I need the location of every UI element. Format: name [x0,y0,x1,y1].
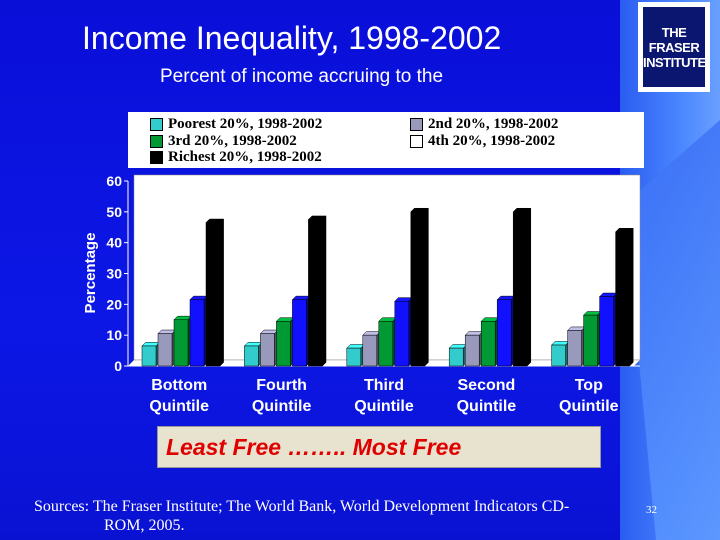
legend-swatch-3rd [150,135,163,148]
slide-subtitle: Percent of income accruing to the [160,66,444,87]
x-tick-label: Third [364,377,404,394]
legend-item-richest: Richest 20%, 1998-2002 [150,149,322,166]
y-tick-label: 30 [106,266,122,282]
bar [410,211,426,367]
page-number: 32 [646,504,657,516]
y-tick-label: 40 [106,235,122,251]
sources-note: Sources: The Fraser Institute; The World… [34,497,644,535]
x-tick-label: Quintile [354,398,414,415]
bar-side [629,227,634,367]
legend-item-2nd: 2nd 20%, 1998-2002 [410,116,558,133]
bar [260,333,275,367]
bar [308,219,323,367]
bar [173,319,189,367]
bar [292,299,307,367]
legend-swatch-richest [150,151,163,164]
bar [599,296,614,367]
fraser-institute-logo: THE FRASER INSTITUTE [638,2,710,92]
x-tick-label: Quintile [559,398,619,415]
y-tick-label: 50 [106,204,122,220]
legend-label-4th: 4th 20%, 1998-2002 [428,133,556,149]
sources-line2: ROM, 2005. [104,517,185,534]
legend-swatch-4th [410,135,423,148]
legend-label-poorest: Poorest 20%, 1998-2002 [168,116,323,132]
x-tick-label: Fourth [256,377,307,394]
bar-side [219,218,224,367]
x-tick-label: Top [575,377,603,394]
bar [583,314,598,367]
x-tick-label: Quintile [457,398,517,415]
bar-side [526,207,532,367]
bar [189,299,205,367]
bar [362,334,378,367]
bar [141,345,157,367]
legend-swatch-poorest [150,118,163,131]
bar [615,231,630,367]
x-tick-label: Bottom [151,377,207,394]
y-axis-label: Percentage [82,233,99,314]
bar-side [322,215,327,367]
bar [480,321,496,367]
bar [276,321,291,367]
y-tick-label: 0 [114,358,122,374]
logo-text-line1: THE FRASER [648,24,700,55]
bar-side [424,207,429,367]
bar [157,333,173,367]
bar [496,299,512,367]
legend-item-poorest: Poorest 20%, 1998-2002 [150,116,322,133]
banner-text: Least Free …….. Most Free [166,433,462,460]
legend-label-richest: Richest 20%, 1998-2002 [168,149,322,165]
x-tick-label: Quintile [252,398,312,415]
bar [464,334,480,367]
bar [394,301,410,367]
bar [205,222,221,367]
slide-title: Income Inequality, 1998-2002 [82,20,502,56]
sources-line1: Sources: The Fraser Institute; The World… [34,498,570,515]
logo-text-line2: INSTITUTE [643,54,706,70]
chart-legend-panel: Poorest 20%, 1998-2002 2nd 20%, 1998-200… [128,112,644,168]
y-tick-label: 20 [106,296,122,312]
freedom-banner: Least Free …….. Most Free [157,426,601,468]
legend-label-2nd: 2nd 20%, 1998-2002 [428,116,559,132]
bar [567,330,582,367]
x-tick-label: Second [458,377,516,394]
x-tick-label: Quintile [149,398,209,415]
bar [448,347,464,367]
bar [244,345,259,367]
legend-item-4th: 4th 20%, 1998-2002 [410,133,555,150]
y-tick-label: 10 [106,327,122,343]
bar [378,321,394,367]
legend-label-3rd: 3rd 20%, 1998-2002 [168,133,297,149]
y-tick-label: 60 [106,173,122,189]
legend-swatch-2nd [410,118,423,131]
bar [551,344,566,367]
bar [346,347,362,367]
legend-item-3rd: 3rd 20%, 1998-2002 [150,133,297,150]
bar [512,211,528,367]
